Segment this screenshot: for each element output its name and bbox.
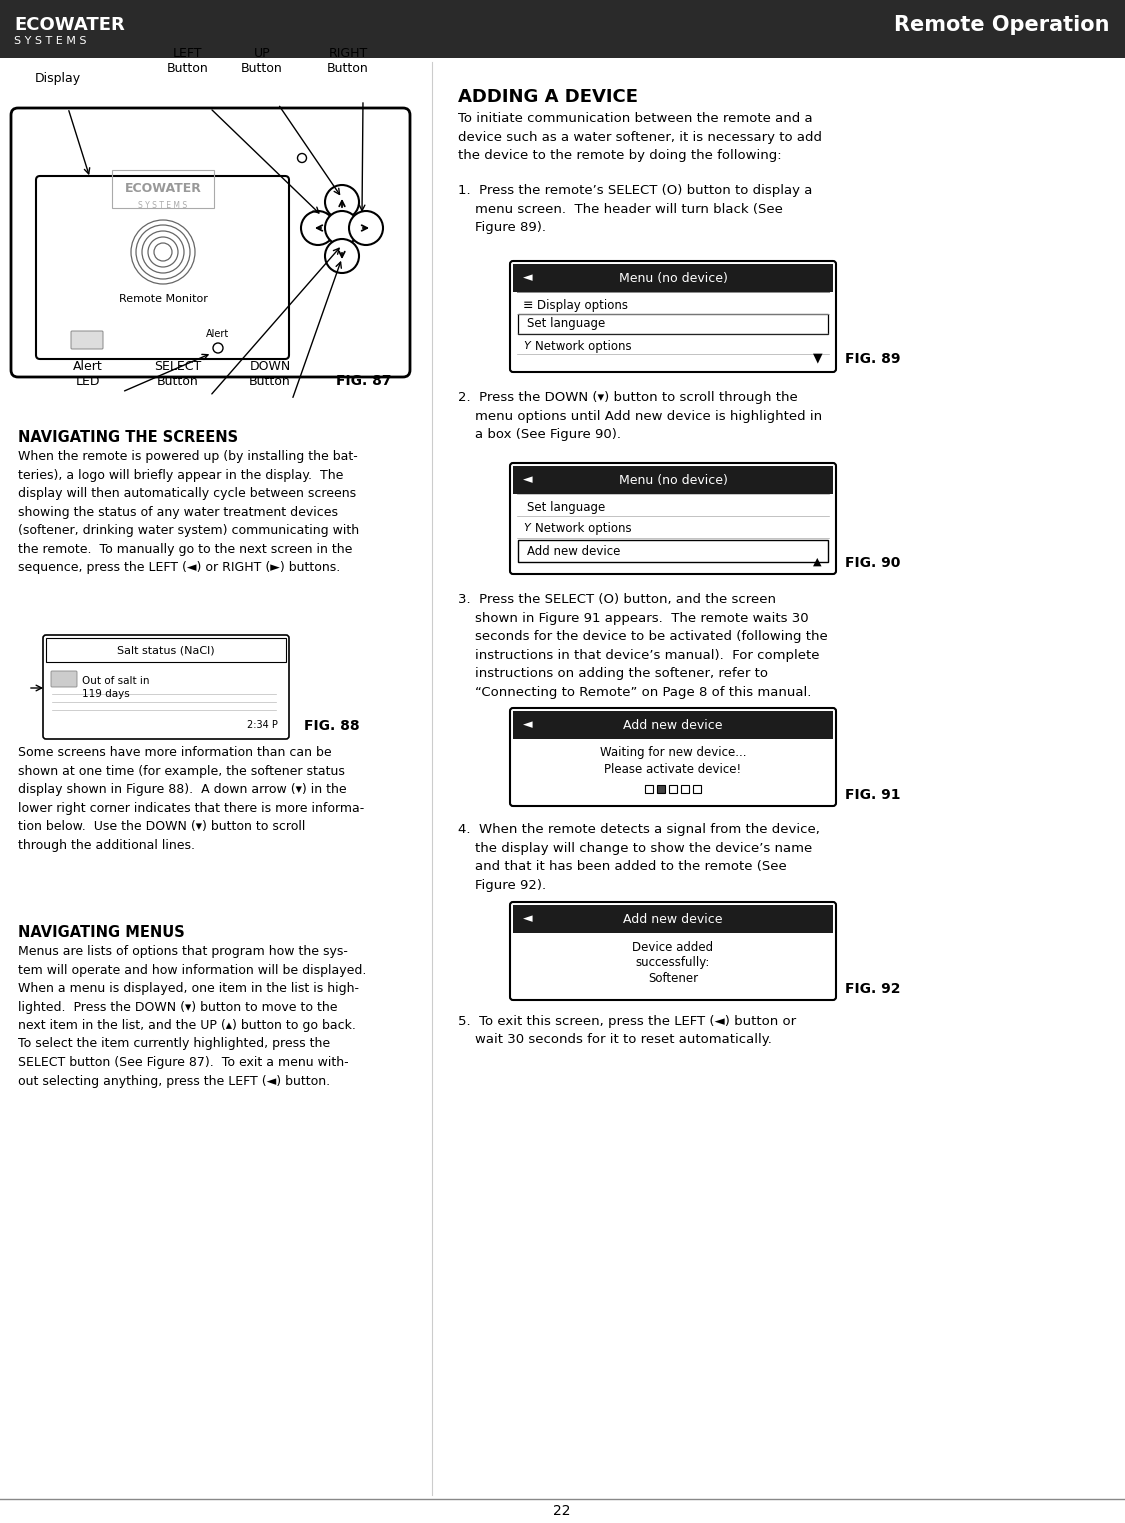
Text: Add new device: Add new device <box>623 912 722 926</box>
Text: Network options: Network options <box>536 521 631 535</box>
Text: SELECT
Button: SELECT Button <box>154 359 201 388</box>
Text: Display options: Display options <box>537 299 628 312</box>
Bar <box>46 638 286 663</box>
FancyBboxPatch shape <box>43 635 289 739</box>
Text: Display: Display <box>35 72 81 85</box>
FancyBboxPatch shape <box>11 108 410 378</box>
Circle shape <box>325 239 359 273</box>
Text: Y: Y <box>523 341 530 350</box>
Text: Menu (no device): Menu (no device) <box>619 271 728 285</box>
FancyBboxPatch shape <box>510 902 836 1001</box>
Text: ADDING A DEVICE: ADDING A DEVICE <box>458 88 638 107</box>
Text: FIG. 88: FIG. 88 <box>304 719 360 733</box>
Bar <box>657 784 665 793</box>
Bar <box>513 466 832 493</box>
Text: Network options: Network options <box>536 340 631 352</box>
Bar <box>513 711 832 739</box>
Text: successfully:: successfully: <box>636 956 710 969</box>
Text: When the remote is powered up (by installing the bat-
teries), a logo will brief: When the remote is powered up (by instal… <box>18 449 359 574</box>
Text: Please activate device!: Please activate device! <box>604 763 741 777</box>
Text: 22: 22 <box>554 1505 570 1518</box>
Text: ◄: ◄ <box>523 474 532 486</box>
Text: ◄: ◄ <box>523 912 532 926</box>
Text: Remote Operation: Remote Operation <box>894 15 1110 35</box>
FancyBboxPatch shape <box>71 330 104 349</box>
Text: FIG. 89: FIG. 89 <box>845 352 900 366</box>
Text: Waiting for new device...: Waiting for new device... <box>600 746 746 758</box>
Text: S Y S T E M S: S Y S T E M S <box>14 37 87 46</box>
Circle shape <box>325 212 359 245</box>
Text: 4.  When the remote detects a signal from the device,
    the display will chang: 4. When the remote detects a signal from… <box>458 822 820 891</box>
Text: ≡: ≡ <box>523 299 533 312</box>
Text: 3.  Press the SELECT (O) button, and the screen
    shown in Figure 91 appears. : 3. Press the SELECT (O) button, and the … <box>458 592 828 699</box>
Bar <box>513 905 832 934</box>
Text: Alert
LED: Alert LED <box>73 359 102 388</box>
Text: 2:34 P: 2:34 P <box>248 720 278 730</box>
FancyBboxPatch shape <box>510 708 836 806</box>
Text: DOWN
Button: DOWN Button <box>249 359 291 388</box>
Bar <box>0 0 1125 58</box>
Text: Add new device: Add new device <box>623 719 722 731</box>
Text: FIG. 87: FIG. 87 <box>336 375 392 388</box>
Text: Add new device: Add new device <box>526 545 620 557</box>
Text: ◄: ◄ <box>523 271 532 285</box>
FancyBboxPatch shape <box>510 260 836 372</box>
Text: ECOWATER: ECOWATER <box>125 183 201 195</box>
Text: UP
Button: UP Button <box>241 47 282 75</box>
Text: Set language: Set language <box>526 317 605 329</box>
Text: S Y S T E M S: S Y S T E M S <box>138 201 188 210</box>
Text: 2.  Press the DOWN (▾) button to scroll through the
    menu options until Add n: 2. Press the DOWN (▾) button to scroll t… <box>458 391 822 442</box>
Text: Menus are lists of options that program how the sys-
tem will operate and how in: Menus are lists of options that program … <box>18 944 367 1087</box>
Text: LEFT
Button: LEFT Button <box>168 47 209 75</box>
Bar <box>645 784 652 793</box>
Text: Salt status (NaCl): Salt status (NaCl) <box>117 646 215 655</box>
Text: Y: Y <box>523 522 530 533</box>
FancyBboxPatch shape <box>510 463 836 574</box>
Text: ▲: ▲ <box>813 557 821 567</box>
Bar <box>681 784 688 793</box>
Text: 5.  To exit this screen, press the LEFT (◄) button or
    wait 30 seconds for it: 5. To exit this screen, press the LEFT (… <box>458 1014 796 1046</box>
Text: Some screens have more information than can be
shown at one time (for example, t: Some screens have more information than … <box>18 746 364 851</box>
Text: FIG. 91: FIG. 91 <box>845 787 900 803</box>
Text: Softener: Softener <box>648 972 698 985</box>
Bar <box>513 263 832 292</box>
Text: NAVIGATING MENUS: NAVIGATING MENUS <box>18 924 185 940</box>
Text: 1.  Press the remote’s SELECT (O) button to display a
    menu screen.  The head: 1. Press the remote’s SELECT (O) button … <box>458 184 812 235</box>
Circle shape <box>325 184 359 219</box>
Text: ECOWATER: ECOWATER <box>14 17 125 34</box>
Text: Out of salt in
119 days: Out of salt in 119 days <box>82 676 150 699</box>
Circle shape <box>349 212 382 245</box>
FancyBboxPatch shape <box>36 177 289 359</box>
FancyBboxPatch shape <box>51 672 76 687</box>
Text: Set language: Set language <box>526 501 605 513</box>
Bar <box>518 314 828 334</box>
Text: Menu (no device): Menu (no device) <box>619 474 728 486</box>
Text: ◄: ◄ <box>523 719 532 731</box>
Bar <box>518 541 828 562</box>
Bar <box>669 784 677 793</box>
Text: Alert: Alert <box>206 329 230 340</box>
Text: NAVIGATING THE SCREENS: NAVIGATING THE SCREENS <box>18 429 238 445</box>
Bar <box>693 784 701 793</box>
Text: Remote Monitor: Remote Monitor <box>118 294 207 305</box>
Text: RIGHT
Button: RIGHT Button <box>327 47 369 75</box>
Text: FIG. 92: FIG. 92 <box>845 982 900 996</box>
Text: To initiate communication between the remote and a
device such as a water soften: To initiate communication between the re… <box>458 113 822 161</box>
Text: ▼: ▼ <box>813 350 822 364</box>
Text: Device added: Device added <box>632 941 713 953</box>
Circle shape <box>302 212 335 245</box>
Text: FIG. 90: FIG. 90 <box>845 556 900 570</box>
